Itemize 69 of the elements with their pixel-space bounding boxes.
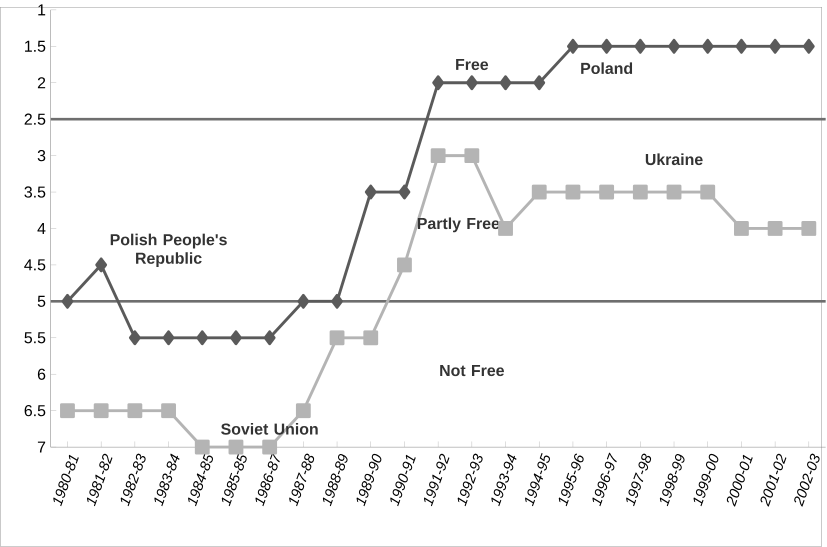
y-tick-label: 6 bbox=[38, 368, 46, 380]
x-tick-label: 1986-87 bbox=[255, 452, 280, 506]
point bbox=[801, 221, 816, 236]
point bbox=[432, 75, 444, 90]
y-tick-label: 3.5 bbox=[24, 186, 46, 198]
annotation: Ukraine bbox=[646, 154, 703, 166]
point bbox=[297, 294, 310, 309]
point bbox=[599, 184, 614, 200]
point bbox=[668, 39, 680, 54]
point bbox=[567, 39, 579, 54]
y-tick-label: 5 bbox=[38, 296, 46, 308]
point bbox=[464, 148, 480, 164]
point bbox=[330, 330, 344, 346]
point bbox=[533, 75, 546, 90]
point bbox=[702, 39, 714, 54]
point bbox=[128, 330, 141, 346]
point bbox=[60, 403, 75, 418]
y-tick-label: 4.5 bbox=[24, 260, 46, 271]
point bbox=[62, 294, 74, 309]
point bbox=[700, 184, 716, 200]
point bbox=[262, 440, 278, 455]
y-tick-label: 1 bbox=[38, 4, 46, 16]
point bbox=[802, 39, 815, 54]
point bbox=[162, 330, 174, 346]
point bbox=[532, 184, 547, 200]
point bbox=[161, 403, 176, 418]
point bbox=[264, 330, 276, 346]
annotation: Soviet Union bbox=[221, 423, 318, 435]
point bbox=[566, 184, 580, 200]
y-tick-label: 2.5 bbox=[24, 114, 46, 125]
annotation: Partly Free bbox=[418, 218, 500, 232]
point bbox=[363, 330, 378, 346]
point bbox=[194, 440, 210, 455]
point bbox=[364, 184, 377, 200]
annotation: Polish People's Republic bbox=[110, 234, 227, 268]
point bbox=[398, 184, 410, 200]
annotation: Not Free bbox=[440, 365, 504, 376]
point bbox=[397, 258, 412, 272]
y-tick-label: 7 bbox=[38, 442, 46, 453]
annotation: Free bbox=[456, 59, 488, 70]
point bbox=[127, 403, 142, 418]
point bbox=[430, 148, 446, 164]
y-tick-label: 6.5 bbox=[24, 405, 46, 416]
point bbox=[634, 39, 646, 54]
y-tick-label: 5.5 bbox=[24, 332, 46, 344]
annotation: Poland bbox=[581, 62, 632, 74]
point bbox=[230, 330, 242, 346]
x-tick-label: 1988-89 bbox=[322, 454, 348, 506]
y-tick-label: 2 bbox=[38, 77, 46, 88]
point bbox=[666, 184, 682, 200]
point bbox=[632, 184, 648, 200]
point bbox=[769, 39, 782, 54]
y-tick-label: 1.5 bbox=[25, 40, 46, 52]
point bbox=[734, 221, 749, 236]
point bbox=[95, 258, 108, 272]
y-tick-label: 4 bbox=[37, 223, 46, 234]
point bbox=[768, 221, 783, 236]
point bbox=[600, 39, 613, 54]
point bbox=[196, 330, 208, 346]
point bbox=[331, 294, 343, 309]
x-tick-label: 1996-97 bbox=[592, 452, 617, 506]
point bbox=[296, 403, 311, 418]
point bbox=[228, 440, 244, 455]
point bbox=[500, 75, 512, 90]
point bbox=[466, 75, 478, 90]
point bbox=[94, 403, 109, 418]
point bbox=[735, 39, 748, 54]
point bbox=[498, 221, 513, 236]
y-tick-label: 3 bbox=[38, 150, 46, 162]
